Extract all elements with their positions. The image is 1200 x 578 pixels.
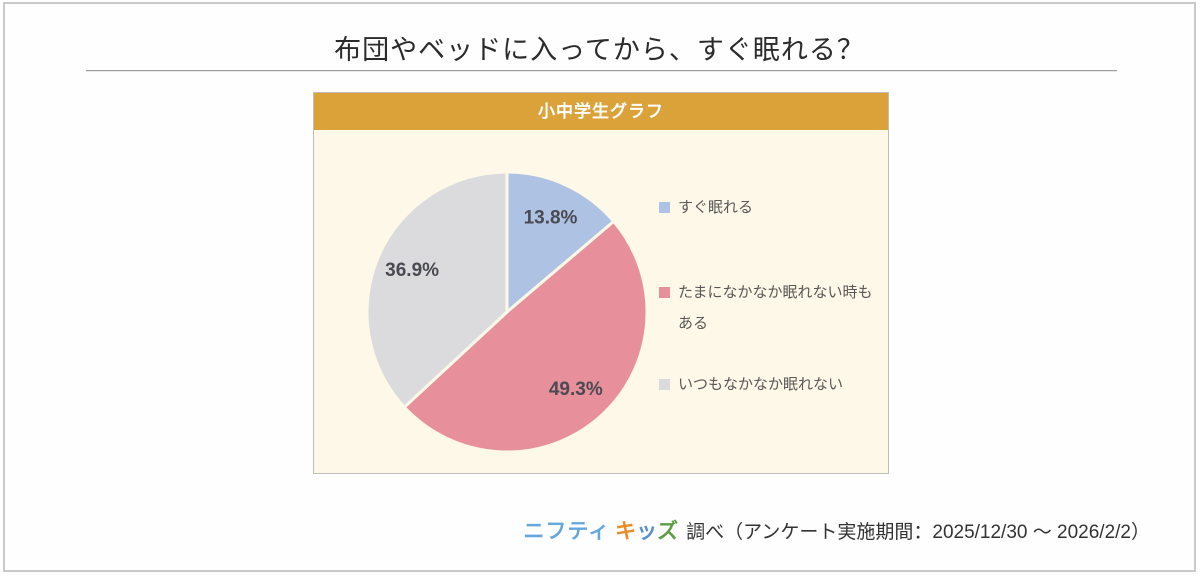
pie-slice-value-label: 13.8% — [524, 208, 578, 229]
kids-logo-text: キッズ — [615, 515, 678, 545]
pie-slice — [402, 219, 649, 454]
legend-label: いつもなかなか眠れない — [678, 376, 844, 393]
nifty-logo-text: ニフティ — [523, 520, 611, 543]
kids-logo-char: ズ — [657, 520, 679, 543]
pie-slice — [365, 170, 509, 409]
legend-item: すぐ眠れる — [659, 192, 878, 223]
legend-color-swatch — [659, 202, 670, 213]
attribution: ニフティ キッズ 調べ（アンケート実施期間：2025/12/30 ～ 2026/… — [523, 515, 1150, 545]
page-frame: 布団やベッドに入ってから、すぐ眠れる？ 小中学生グラフ 13.8% 49.3% 36… — [3, 2, 1196, 572]
legend-label: たまになかなか眠れない時もある — [678, 284, 873, 332]
legend-color-swatch — [659, 379, 670, 390]
legend-item: たまになかなか眠れない時もある — [659, 277, 878, 339]
title-divider — [86, 70, 1117, 72]
pie-chart-container: 13.8% 49.3% 36.9% — [362, 167, 652, 457]
pie-slice-value-label: 49.3% — [549, 379, 603, 400]
pie-slice — [505, 170, 616, 314]
pie-slice-value-label: 36.9% — [385, 260, 439, 281]
legend-label: すぐ眠れる — [678, 199, 754, 216]
pie-chart: 13.8% 49.3% 36.9% — [365, 170, 649, 454]
legend-item: いつもなかなか眠れない — [659, 369, 878, 400]
survey-period-text: 調べ（アンケート実施期間：2025/12/30 ～ 2026/2/2） — [686, 521, 1150, 543]
graph-panel-header: 小中学生グラフ — [314, 93, 888, 130]
kids-logo-char: キ — [615, 520, 637, 543]
kids-logo-char: ッ — [636, 520, 658, 543]
graph-panel: 小中学生グラフ 13.8% 49.3% 36.9% すぐ眠れるたまになかなか眠れない… — [313, 92, 889, 474]
page-title: 布団やベッドに入ってから、すぐ眠れる？ — [334, 35, 865, 65]
legend-color-swatch — [659, 287, 670, 298]
